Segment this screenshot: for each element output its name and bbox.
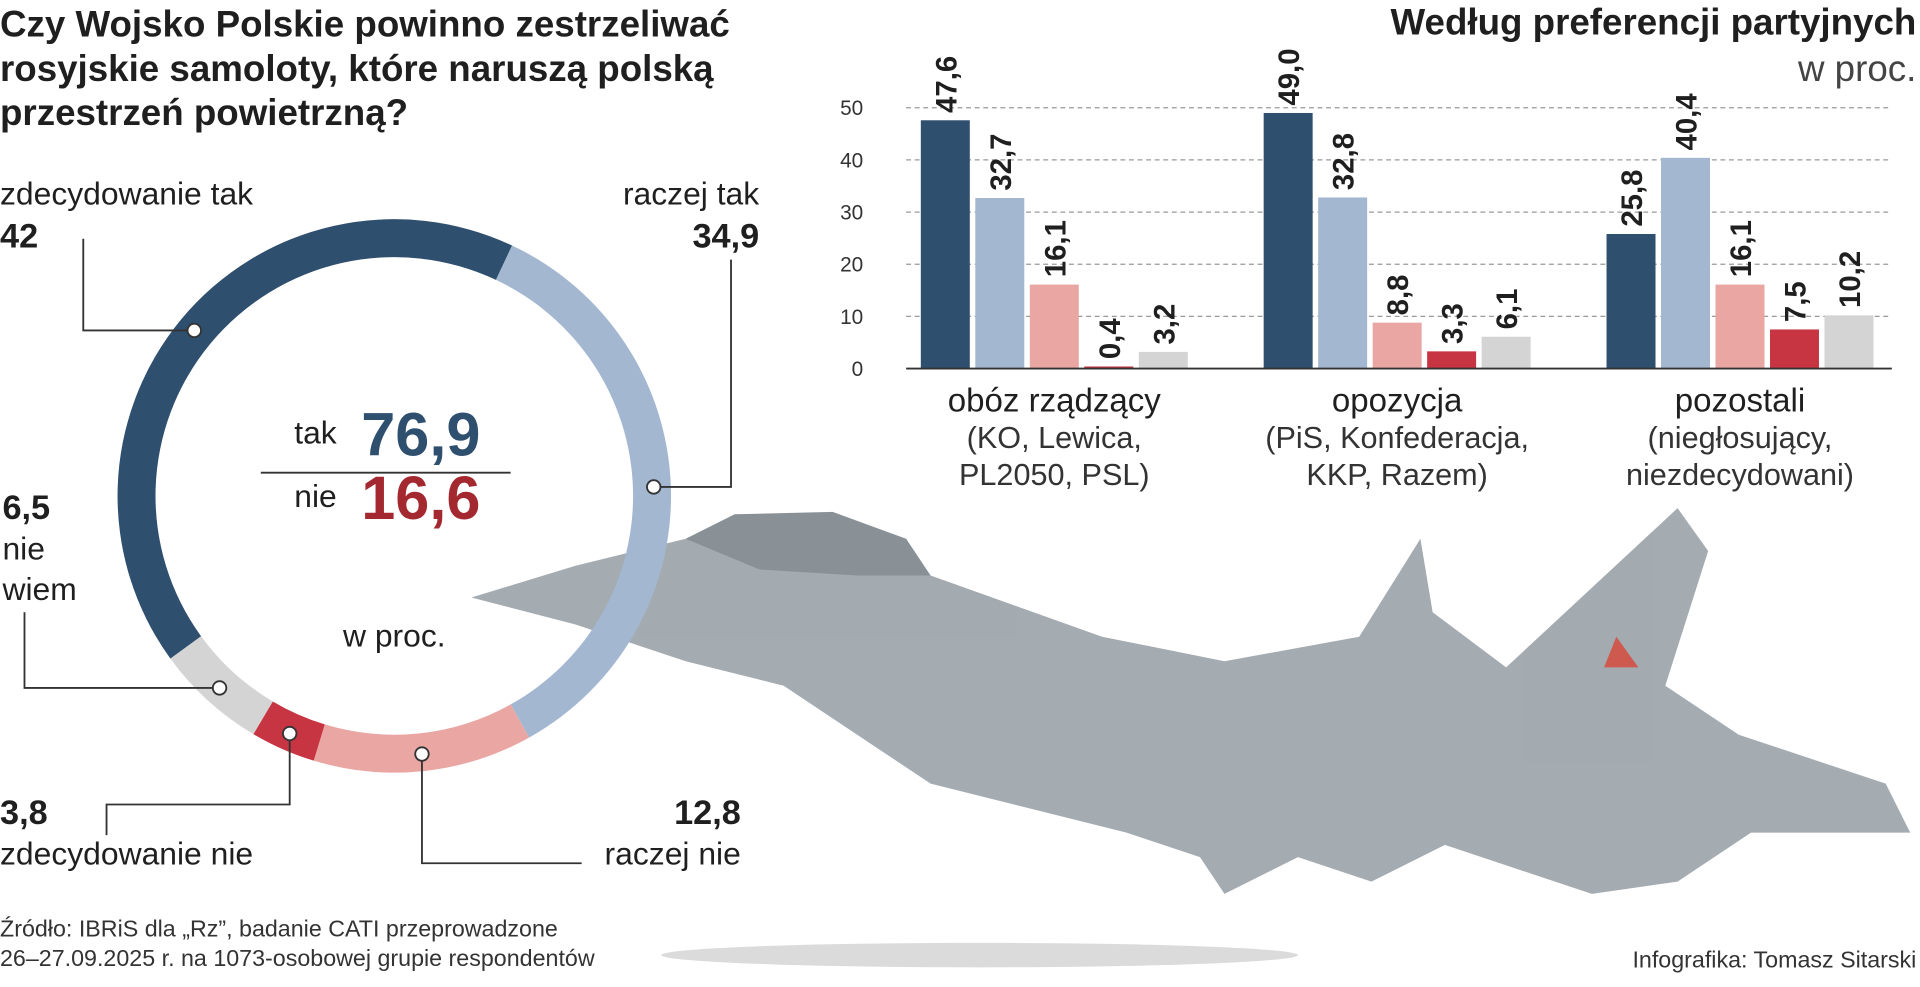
donut-label: raczej tak 34,9 <box>392 174 759 257</box>
bar <box>1715 284 1765 369</box>
bar-value-label: 3,3 <box>1437 303 1470 344</box>
bar-value-label: 6,1 <box>1491 289 1524 330</box>
callout-dot <box>186 322 202 339</box>
bar <box>1427 351 1477 369</box>
bar-value-label: 32,8 <box>1328 133 1361 190</box>
bar-value-label: 40,4 <box>1671 93 1704 151</box>
donut-category-label: zdecydowanie tak <box>0 175 254 212</box>
callout-line <box>23 612 220 689</box>
donut-label-box: 3,8 zdecydowanie nie <box>0 791 367 874</box>
bar <box>1318 197 1368 369</box>
donut-title-line: Czy Wojsko Polskie powinno zestrzeliwać <box>0 4 730 45</box>
x-category-label: pozostali <box>1675 382 1805 419</box>
donut-label-box: 12,8 raczej nie <box>373 791 741 874</box>
source-line: 26–27.09.2025 r. na 1073-osobowej grupie… <box>0 945 595 971</box>
donut-value-label: 12,8 <box>674 793 741 832</box>
bar <box>1481 336 1531 369</box>
x-category-note: (KO, Lewica, <box>967 421 1142 455</box>
donut-title-line: przestrzeń powietrzną? <box>0 92 408 133</box>
y-tick-label: 10 <box>840 306 863 329</box>
bar <box>1770 329 1819 369</box>
y-tick-label: 40 <box>840 149 863 172</box>
donut-value-label: 34,9 <box>692 216 760 255</box>
callout-dot <box>211 680 228 696</box>
bar <box>1138 351 1188 369</box>
bar-subtitle: w proc. <box>1797 48 1916 89</box>
y-tick-label: 30 <box>840 201 863 224</box>
x-category-note: (PiS, Konfederacja, <box>1265 421 1529 455</box>
credit: Infografika: Tomasz Sitarski <box>1632 946 1916 972</box>
donut-category-label: nie wiem <box>2 530 77 607</box>
bar-value-label: 7,5 <box>1780 281 1813 322</box>
x-category-note: niezdecydowani) <box>1626 458 1854 492</box>
bar-value-label: 0,4 <box>1094 318 1127 359</box>
donut-category-label: zdecydowanie nie <box>0 835 254 872</box>
bar-value-label: 8,8 <box>1382 274 1415 315</box>
bar-value-label: 3,2 <box>1148 304 1181 345</box>
callout-line <box>105 733 291 836</box>
callout-dot <box>414 746 430 762</box>
bar <box>1372 322 1422 369</box>
bar-value-label: 16,1 <box>1725 220 1758 277</box>
bar <box>1824 315 1874 369</box>
x-category-note: KKP, Razem) <box>1306 458 1487 492</box>
donut-title-line: rosyjskie samoloty, które naruszą polską <box>0 48 714 89</box>
donut-segment <box>313 704 530 773</box>
donut-label-box: raczej tak 34,9 <box>392 174 759 257</box>
x-category-note: (niegłosujący, <box>1648 421 1833 455</box>
donut-unit: w proc. <box>342 618 446 654</box>
donut-segment <box>495 245 672 738</box>
bar <box>975 197 1025 369</box>
bar <box>920 120 970 369</box>
donut-value-label: 42 <box>0 216 39 255</box>
source-line: Źródło: IBRiS dla „Rz”, badanie CATI prz… <box>0 916 558 942</box>
bar <box>1029 284 1079 369</box>
callout-line <box>82 238 195 332</box>
callout-line <box>653 259 732 488</box>
bar-value-label: 16,1 <box>1039 220 1072 277</box>
y-tick-label: 50 <box>840 97 863 120</box>
donut-category-label: raczej nie <box>604 835 741 872</box>
bar-title: Według preferencji partyjnych <box>1391 1 1917 42</box>
bar-value-label: 49,0 <box>1273 48 1306 105</box>
bar <box>1661 157 1711 369</box>
summary-label: tak <box>294 414 337 450</box>
bar-value-label: 25,8 <box>1616 169 1649 226</box>
bar <box>1084 366 1134 369</box>
callout-dot <box>282 725 298 742</box>
callout-line <box>421 754 582 865</box>
plane-illustration <box>471 508 1911 968</box>
y-tick-label: 0 <box>852 358 864 381</box>
donut-value-label: 3,8 <box>0 793 48 832</box>
summary-label: nie <box>294 478 336 514</box>
donut-segment <box>117 219 513 659</box>
x-category-label: obóz rządzący <box>948 382 1162 419</box>
bar-value-label: 47,6 <box>930 56 963 113</box>
summary-value: 76,9 <box>361 401 480 469</box>
bar <box>1263 112 1313 369</box>
donut-category-label: raczej tak <box>622 175 760 212</box>
summary-value: 16,6 <box>361 464 480 532</box>
bar <box>1606 233 1656 369</box>
callout-dot <box>646 479 662 495</box>
x-category-note: PL2050, PSL) <box>959 458 1150 492</box>
donut-value-label: 6,5 <box>2 488 51 527</box>
bar-value-label: 32,7 <box>985 133 1018 190</box>
x-category-label: opozycja <box>1332 382 1463 419</box>
donut-label-box: zdecydowanie tak 42 <box>0 174 367 257</box>
donut-label: zdecydowanie tak 42 <box>0 174 367 257</box>
donut-label-box: 6,5 nie wiem <box>2 486 100 608</box>
bar-value-label: 10,2 <box>1834 251 1867 308</box>
y-tick-label: 20 <box>840 254 863 277</box>
